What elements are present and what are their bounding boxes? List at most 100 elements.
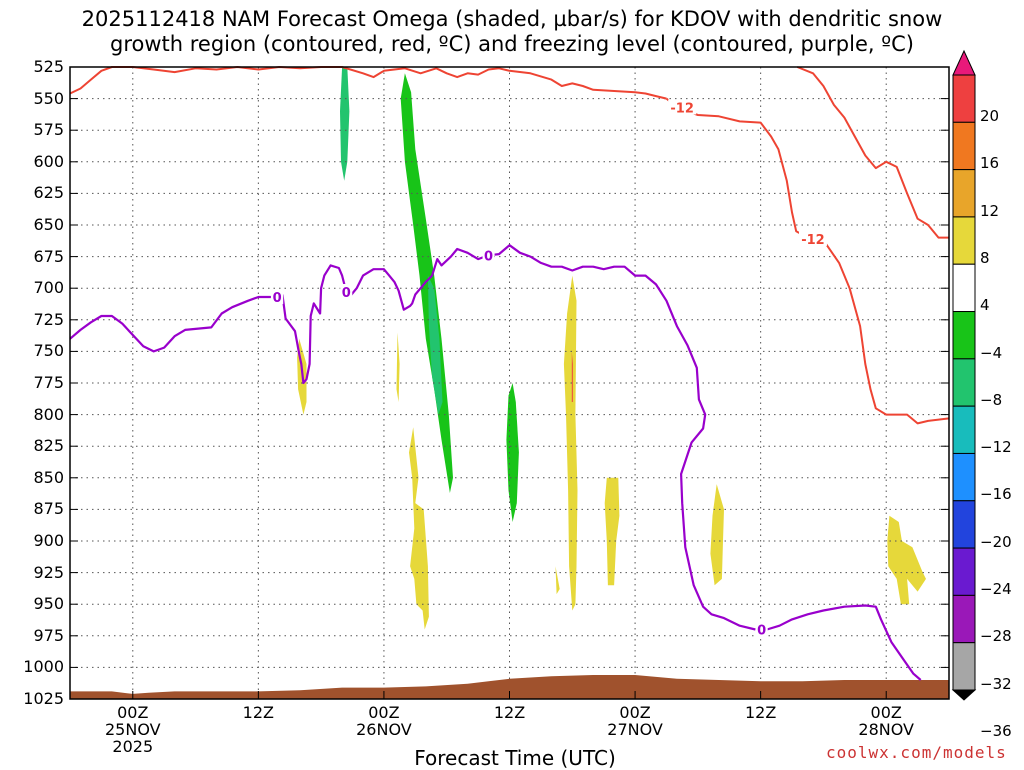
y-tick-label: 850	[33, 467, 64, 487]
omega-region-8	[563, 275, 578, 611]
x-tick-label-line	[213, 738, 303, 755]
omega-region-1	[400, 73, 453, 494]
colorbar-tick-label: −36	[980, 722, 1012, 740]
contour-lines: 0 0 0 0 -12 -12	[69, 66, 950, 681]
omega-region-6	[409, 427, 429, 630]
colorbar-band-10	[952, 547, 976, 596]
colorbar-band-11	[952, 594, 976, 644]
x-tick-label-line: 00Z	[368, 703, 400, 722]
x-tick-label-line: 12Z	[744, 703, 777, 722]
source-credit[interactable]: coolwx.com/models	[826, 743, 1007, 762]
colorbar-band-12	[952, 642, 976, 691]
colorbar-band-3	[952, 216, 976, 265]
contour-label-0: 0	[273, 291, 282, 306]
colorbar-tick-label: 16	[980, 154, 1000, 173]
omega-region-12	[887, 515, 926, 605]
gridlines	[70, 67, 949, 699]
omega-region-11	[710, 484, 724, 586]
x-tick-label-line: 12Z	[493, 703, 526, 722]
colorbar	[951, 49, 977, 701]
x-tick-label-line: 26NOV	[356, 720, 412, 739]
freezing-contour-2	[766, 604, 922, 681]
colorbar-band-7	[952, 405, 976, 454]
colorbar-band-5	[952, 311, 976, 360]
colorbar-band-6	[952, 358, 976, 407]
y-tick-label: 975	[33, 625, 64, 645]
omega-region-3	[506, 383, 519, 522]
y-tick-label: 650	[33, 215, 64, 234]
freezing-contour-0	[69, 295, 271, 353]
y-tick-label: 675	[33, 246, 64, 266]
y-tick-label: 700	[33, 278, 64, 298]
colorbar-band-9	[952, 500, 976, 549]
dendritic-contour-0	[69, 66, 667, 100]
x-tick-label-line: 12Z	[242, 703, 274, 722]
x-tick-label: 00Z 28NOV	[841, 704, 931, 755]
colorbar-tick-label: −24	[980, 580, 1012, 599]
x-tick-label-line: 25NOV	[104, 720, 161, 739]
x-tick-label-line: 00Z	[870, 703, 902, 722]
plot-frame	[69, 66, 950, 700]
y-tick-label: 925	[33, 562, 64, 582]
colorbar-tick-label: −16	[980, 485, 1012, 504]
y-tick-label: 775	[33, 373, 64, 392]
x-tick-label-line	[213, 721, 303, 738]
omega-region-7	[555, 566, 560, 595]
x-axis-label: Forecast Time (UTC)	[414, 746, 616, 770]
contour-label-bg-3	[755, 621, 768, 637]
omega-region-5	[396, 332, 400, 402]
colorbar-tick-label: −4	[980, 343, 1003, 362]
colorbar-band-2	[952, 169, 976, 218]
chart-title-line-1: 2025112418 NAM Forecast Omega (shaded, µ…	[81, 7, 943, 31]
x-tick-label-line: 2025	[112, 737, 154, 756]
terrain-fill	[70, 675, 949, 699]
contour-label-5: -12	[801, 233, 825, 248]
x-tick-label: 12Z	[213, 704, 303, 755]
colorbar-tick-label: 12	[980, 201, 1000, 220]
x-tick-label: 12Z	[465, 704, 555, 755]
freezing-contour-1	[281, 244, 756, 631]
y-tick-label: 725	[33, 309, 64, 329]
colorbar-band-8	[952, 452, 976, 502]
colorbar-top-arrow	[952, 49, 976, 76]
x-tick-label: 12Z	[716, 704, 806, 755]
y-tick-label: 800	[33, 404, 64, 424]
x-tick-label-line	[716, 738, 806, 755]
colorbar-tick-label: −20	[980, 532, 1012, 551]
y-tick-label: 1025	[23, 689, 64, 708]
contour-label-bg-0	[271, 289, 284, 305]
colorbar-tick-label: 20	[980, 107, 1000, 125]
colorbar-tick-label: 4	[980, 296, 990, 315]
omega-region-0	[340, 67, 350, 181]
contour-label-bg-4	[668, 99, 697, 115]
contour-label-2: 0	[484, 249, 493, 264]
y-tick-label: 600	[33, 151, 64, 171]
colorbar-tick-label: −28	[980, 627, 1012, 646]
y-tick-label: 1000	[23, 657, 64, 677]
x-tick-label-line: 27NOV	[607, 720, 663, 739]
x-tick-label: 00Z 25NOV 2025	[88, 704, 178, 755]
x-tick-label-line	[716, 721, 806, 738]
colorbar-band-4	[952, 263, 976, 313]
colorbar-band-1	[952, 121, 976, 171]
contour-label-bg-1	[340, 283, 353, 299]
contour-label-1: 0	[342, 286, 351, 301]
contour-label-3: 0	[757, 623, 766, 638]
contour-label-4: -12	[670, 101, 694, 116]
colorbar-band-0	[952, 74, 976, 123]
x-tick-label-line: 00Z	[619, 703, 651, 722]
chart-title-line-2: growth region (contoured, red, ºC) and f…	[110, 32, 914, 56]
omega-shading	[297, 67, 926, 630]
y-tick-label: 525	[33, 57, 64, 76]
colorbar-tick-label: −8	[980, 390, 1003, 409]
y-tick-label: 825	[33, 436, 64, 456]
dendritic-contour-2	[796, 66, 949, 239]
x-tick-label-line: 28NOV	[858, 720, 914, 739]
x-tick-label-line	[465, 721, 555, 738]
colorbar-tick-label: 8	[980, 248, 990, 267]
x-tick-label: 00Z 27NOV	[590, 704, 680, 755]
omega-region-2	[427, 275, 443, 415]
colorbar-bottom-arrow	[951, 689, 977, 701]
y-tick-label: 550	[33, 88, 64, 108]
